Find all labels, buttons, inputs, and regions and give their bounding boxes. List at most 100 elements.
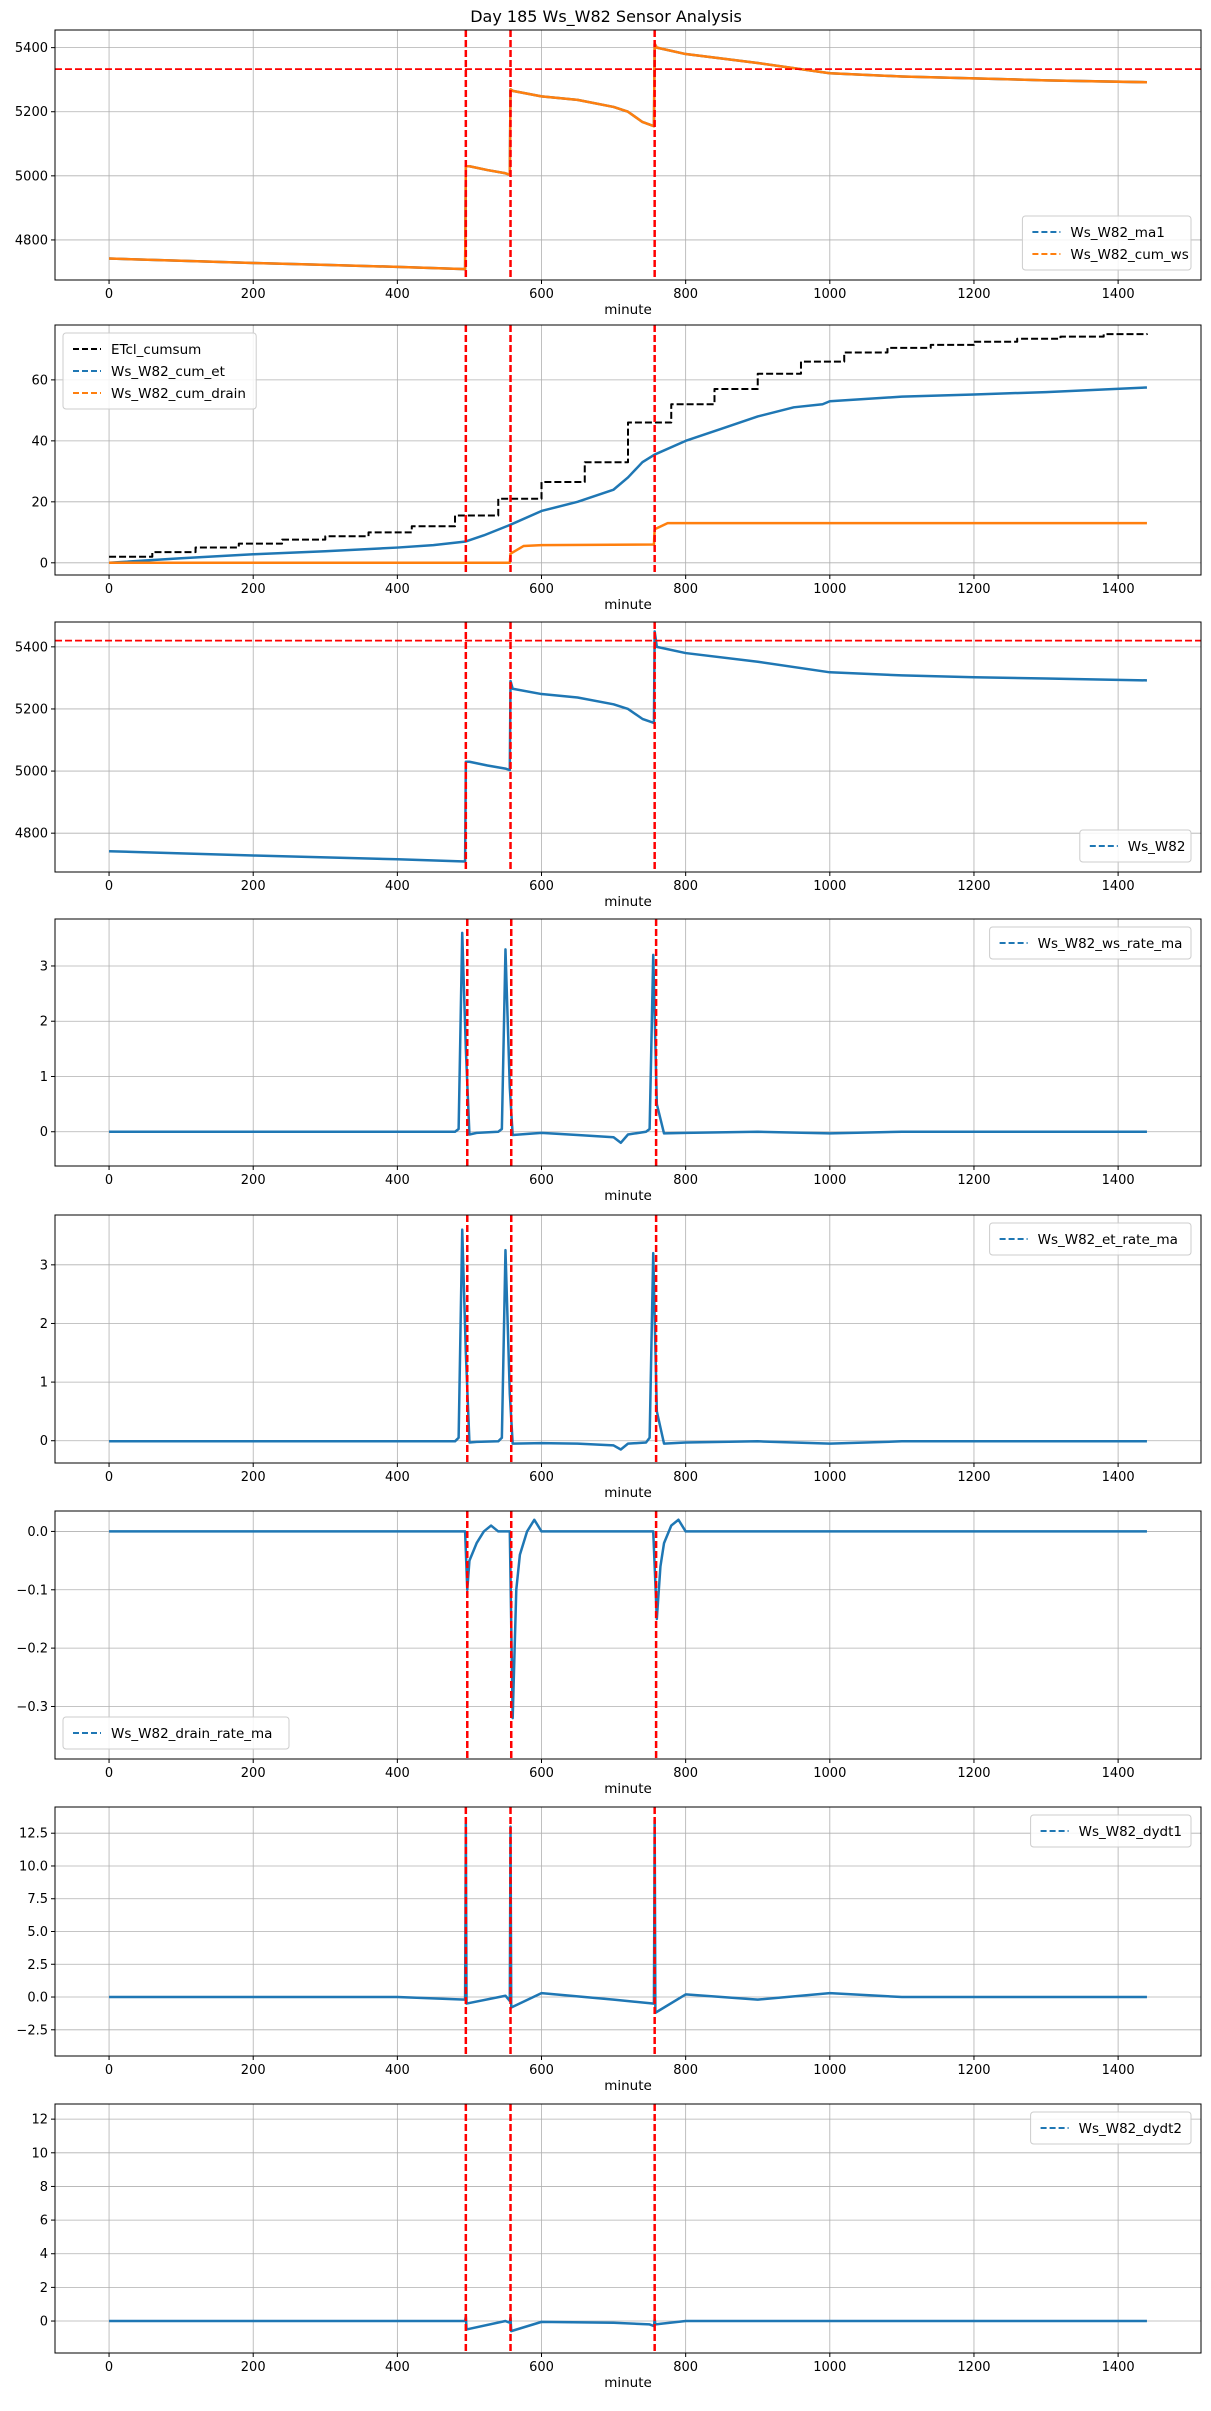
y-tick-label: −0.3	[16, 1700, 48, 1715]
axes-frame	[54, 918, 1202, 1167]
legend-label: Ws_W82_ws_rate_ma	[1038, 936, 1183, 952]
y-tick-label: −0.2	[16, 1642, 48, 1657]
y-tick-label: 5400	[15, 41, 48, 56]
y-tick-label: 8	[40, 2180, 48, 2195]
x-tick-label: 200	[241, 1470, 266, 1485]
legend-label: Ws_W82_et_rate_ma	[1038, 1232, 1178, 1248]
legend-label: Ws_W82_dydt1	[1079, 1824, 1182, 1840]
x-tick-label: 400	[385, 1470, 410, 1485]
y-tick-label: 0	[40, 2315, 48, 2330]
x-tick-label: 1000	[813, 2063, 846, 2078]
y-tick-label: 40	[31, 434, 48, 449]
legend-label: Ws_W82_dydt2	[1079, 2121, 1182, 2137]
x-tick-label: 1200	[957, 879, 990, 894]
chart-1: 0 200 400 600 800 1000 1200 1400 4800 5000 5200 540…	[15, 29, 1202, 318]
x-tick-label: 1200	[957, 2063, 990, 2078]
x-axis-label: minute	[604, 2375, 652, 2391]
x-tick-label: 400	[385, 1766, 410, 1781]
series-line-ws-w82-dydt1	[109, 1818, 1147, 2015]
series-line-ws-w82-cum-drain	[109, 521, 1147, 565]
x-tick-label: 0	[105, 1470, 113, 1485]
x-tick-label: 800	[673, 1766, 698, 1781]
y-tick-label: 5200	[15, 105, 48, 120]
x-axis-label: minute	[604, 894, 652, 910]
axes-frame	[54, 324, 1202, 576]
x-tick-label: 0	[105, 2360, 113, 2375]
y-tick-label: 5400	[15, 640, 48, 655]
x-tick-label: 1400	[1102, 287, 1135, 302]
x-tick-label: 1400	[1102, 1173, 1135, 1188]
legend: Ws_W82_et_rate_ma	[989, 1222, 1192, 1256]
y-tick-label: 0	[40, 1434, 48, 1449]
x-tick-label: 1400	[1102, 1470, 1135, 1485]
x-axis-label: minute	[604, 1188, 652, 1204]
x-tick-label: 200	[241, 2360, 266, 2375]
axes-frame	[54, 29, 1202, 281]
y-tick-label: 2.5	[27, 1958, 48, 1973]
y-tick-label: 4	[40, 2247, 48, 2262]
x-axis-label: minute	[604, 1781, 652, 1797]
x-axis-label: minute	[604, 2078, 652, 2094]
y-tick-label: 5200	[15, 702, 48, 717]
x-tick-label: 1000	[813, 879, 846, 894]
x-tick-label: 600	[529, 1173, 554, 1188]
x-tick-label: 800	[673, 879, 698, 894]
x-tick-label: 0	[105, 287, 113, 302]
y-tick-label: −2.5	[16, 2023, 48, 2038]
x-tick-label: 800	[673, 2063, 698, 2078]
series-line-ws-w82-ma1	[109, 42, 1147, 271]
x-tick-label: 1400	[1102, 582, 1135, 597]
x-tick-label: 1400	[1102, 879, 1135, 894]
legend-box	[62, 332, 257, 410]
y-tick-label: 1	[40, 1376, 48, 1391]
x-tick-label: 1200	[957, 1470, 990, 1485]
legend-box	[1030, 1814, 1192, 1848]
x-tick-label: 0	[105, 582, 113, 597]
legend-label: ETcl_cumsum	[111, 342, 201, 358]
x-tick-label: 1400	[1102, 2063, 1135, 2078]
x-tick-label: 1000	[813, 582, 846, 597]
legend-box	[1030, 2111, 1192, 2145]
series-line-etcl-cumsum	[109, 333, 1148, 558]
legend: Ws_W82_ws_rate_ma	[989, 926, 1192, 960]
chart-6: 0 200 400 600 800 1000 1200 1400 0.0 −0.1 −0.2 −0.3…	[16, 1510, 1202, 1797]
x-tick-label: 0	[105, 2063, 113, 2078]
x-tick-label: 200	[241, 879, 266, 894]
y-tick-label: 5000	[15, 765, 48, 780]
legend-label: Ws_W82_cum_drain	[111, 386, 246, 402]
y-tick-label: 12	[31, 2113, 48, 2128]
figure-title: Day 185 Ws_W82 Sensor Analysis	[470, 7, 742, 27]
x-tick-label: 0	[105, 1766, 113, 1781]
x-tick-label: 1400	[1102, 1766, 1135, 1781]
x-tick-label: 200	[241, 287, 266, 302]
chart-2: 0 200 400 600 800 1000 1200 1400 0 20 40 60 minute ET…	[31, 324, 1202, 613]
x-tick-label: 1200	[957, 2360, 990, 2375]
series-line-ws-w82	[109, 630, 1147, 863]
y-tick-label: 10.0	[19, 1859, 48, 1874]
x-axis-label: minute	[604, 302, 652, 318]
series-line-ws-w82-dydt2	[109, 2314, 1147, 2333]
chart-5: 0 200 400 600 800 1000 1200 1400 0 1 2 3 minute Ws_W8…	[40, 1214, 1202, 1501]
y-tick-label: 6	[40, 2214, 48, 2229]
x-tick-label: 1000	[813, 2360, 846, 2375]
y-tick-label: 0	[40, 1125, 48, 1140]
x-tick-label: 800	[673, 582, 698, 597]
y-tick-label: 60	[31, 373, 48, 388]
x-tick-label: 1000	[813, 1173, 846, 1188]
x-tick-label: 400	[385, 2063, 410, 2078]
y-tick-label: 3	[40, 1258, 48, 1273]
y-tick-label: −0.1	[16, 1583, 48, 1598]
y-tick-label: 4800	[15, 827, 48, 842]
axes-frame	[54, 2103, 1202, 2354]
y-tick-label: 0	[40, 556, 48, 571]
axes-frame	[54, 621, 1202, 873]
legend-box	[62, 1716, 290, 1750]
legend: Ws_W82_drain_rate_ma	[62, 1716, 290, 1750]
x-tick-label: 600	[529, 2360, 554, 2375]
x-tick-label: 600	[529, 287, 554, 302]
x-tick-label: 400	[385, 1173, 410, 1188]
legend-label: Ws_W82	[1128, 839, 1186, 855]
y-tick-label: 5000	[15, 169, 48, 184]
y-tick-label: 2	[40, 1015, 48, 1030]
